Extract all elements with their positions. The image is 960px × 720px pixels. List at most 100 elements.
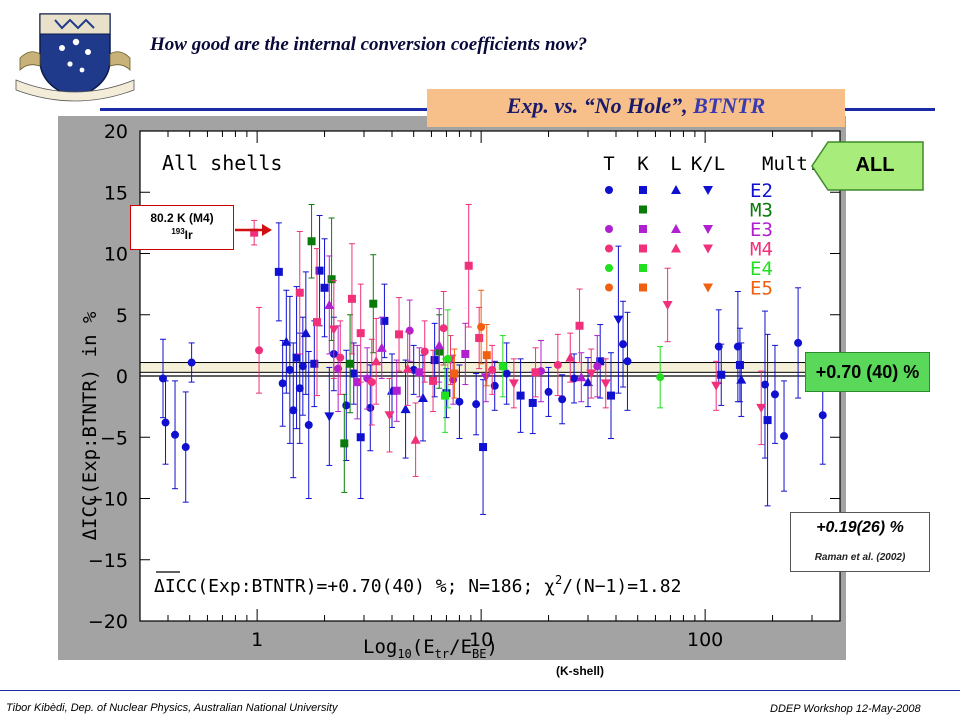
y-tick-label: 10 xyxy=(104,244,128,266)
data-point-e2 xyxy=(763,416,772,425)
all-badge xyxy=(811,141,924,191)
legend-marker-m3 xyxy=(639,205,647,214)
legend-multipolarity-e4: E4 xyxy=(750,258,773,280)
legend-marker-e2 xyxy=(703,186,713,195)
legend-marker-e3 xyxy=(639,225,647,233)
all-badge-label: ALL xyxy=(855,154,895,176)
x-tick-label: 100 xyxy=(687,629,723,651)
data-point-e3 xyxy=(324,299,335,309)
data-point-e2 xyxy=(161,418,170,427)
legend-marker-m4 xyxy=(703,244,713,254)
legend-marker-e5 xyxy=(703,283,713,293)
data-point-e2 xyxy=(298,362,307,371)
data-point-m4 xyxy=(336,353,345,362)
data-point-e2 xyxy=(187,358,196,367)
data-point-e2 xyxy=(733,342,742,351)
data-point-e2 xyxy=(502,369,511,378)
footer-author: Tibor Kibèdi, Dep. of Nuclear Physics, A… xyxy=(6,702,338,714)
y-tick-label: 15 xyxy=(104,182,128,204)
axes: −20 −15 −10 −5 0 5 10 15 20 1 10 100 xyxy=(88,121,841,651)
legend-multipolarity-e2: E2 xyxy=(750,180,773,202)
data-point-e2 xyxy=(583,377,594,387)
data-point-e2 xyxy=(570,374,579,383)
legend-marker-e2 xyxy=(605,186,613,194)
footer-event: DDEP Workshop 12-May-2008 xyxy=(770,703,921,715)
legend-marker-e4 xyxy=(605,264,613,272)
callout-arrow-icon xyxy=(235,224,272,236)
data-point-e2 xyxy=(349,369,358,378)
data-point-e2 xyxy=(490,381,499,390)
k-shell-note: (K-shell) xyxy=(556,664,604,678)
legend-marker-e2 xyxy=(639,186,647,194)
data-point-m4 xyxy=(356,329,365,338)
data-point-e2 xyxy=(400,404,411,414)
data-point-m4 xyxy=(531,368,540,377)
data-point-e5 xyxy=(482,351,491,360)
data-point-e2 xyxy=(181,443,190,452)
data-point-e2 xyxy=(780,432,789,441)
data-point-e3 xyxy=(415,368,424,377)
data-point-e2 xyxy=(736,374,747,384)
callout-box xyxy=(130,205,234,250)
x-axis-title: Log10(Etr/EBE) xyxy=(363,636,498,660)
footer-rule xyxy=(0,690,960,691)
data-point-m4 xyxy=(347,294,356,303)
legend-column-header: T xyxy=(603,153,614,175)
mean-value-box xyxy=(805,352,930,392)
y-tick-label: −5 xyxy=(100,427,128,449)
slide-title: How good are the internal conversion coe… xyxy=(150,34,588,55)
data-point-e2 xyxy=(619,340,628,349)
data-point-e3 xyxy=(334,364,343,373)
data-point-m4 xyxy=(250,228,259,237)
data-point-e2 xyxy=(607,391,616,400)
data-point-e2 xyxy=(596,357,605,366)
data-point-m4 xyxy=(429,376,438,385)
data-point-m4 xyxy=(565,352,576,362)
data-point-e3 xyxy=(480,373,491,383)
comparison-banner xyxy=(427,89,845,127)
data-point-e2 xyxy=(479,443,488,452)
x-tick-label: 1 xyxy=(251,629,263,651)
data-point-e2 xyxy=(717,370,726,379)
legend-column-header: K/L xyxy=(691,153,725,175)
data-point-m3 xyxy=(307,237,316,246)
data-point-m4 xyxy=(756,403,767,413)
university-crest-logo xyxy=(10,8,140,103)
data-point-e5 xyxy=(477,323,486,331)
data-point-m3 xyxy=(369,299,378,308)
data-point-e4 xyxy=(498,362,507,371)
data-point-e4 xyxy=(656,373,665,382)
x-tick-label: 10 xyxy=(469,629,493,651)
panel-label: All shells xyxy=(162,151,282,175)
callout-transition: 80.2 K (M4) xyxy=(150,211,214,225)
data-point-e2 xyxy=(818,411,827,420)
legend-marker-m4 xyxy=(605,244,613,253)
data-points xyxy=(158,204,827,515)
data-point-e2 xyxy=(455,397,464,406)
data-point-m4 xyxy=(439,324,448,333)
y-axis-title: ΔICC(Exp:BTNTR) in % xyxy=(79,311,101,540)
data-point-e3 xyxy=(576,372,587,382)
legend-marker-e5 xyxy=(639,283,647,292)
data-point-e2 xyxy=(472,400,481,409)
data-point-e2 xyxy=(356,433,365,442)
data-point-e2 xyxy=(544,387,553,396)
legend-marker-e3 xyxy=(703,225,713,234)
data-point-e2 xyxy=(295,384,304,393)
data-point-e2 xyxy=(281,336,292,346)
legend-marker-m4 xyxy=(639,244,647,253)
data-point-m4 xyxy=(367,378,376,387)
data-point-m4 xyxy=(328,325,339,335)
data-point-m3 xyxy=(340,439,349,448)
data-point-e5 xyxy=(450,369,459,378)
data-point-e2 xyxy=(324,412,335,422)
data-point-e2 xyxy=(794,338,803,347)
data-point-e2 xyxy=(278,379,287,388)
data-point-e2 xyxy=(558,395,567,404)
data-point-e3 xyxy=(593,362,602,371)
data-point-m4 xyxy=(662,300,673,310)
data-point-e3 xyxy=(353,378,362,387)
data-point-e2 xyxy=(735,360,744,369)
mean-value-label: +0.70 (40) % xyxy=(815,362,920,382)
